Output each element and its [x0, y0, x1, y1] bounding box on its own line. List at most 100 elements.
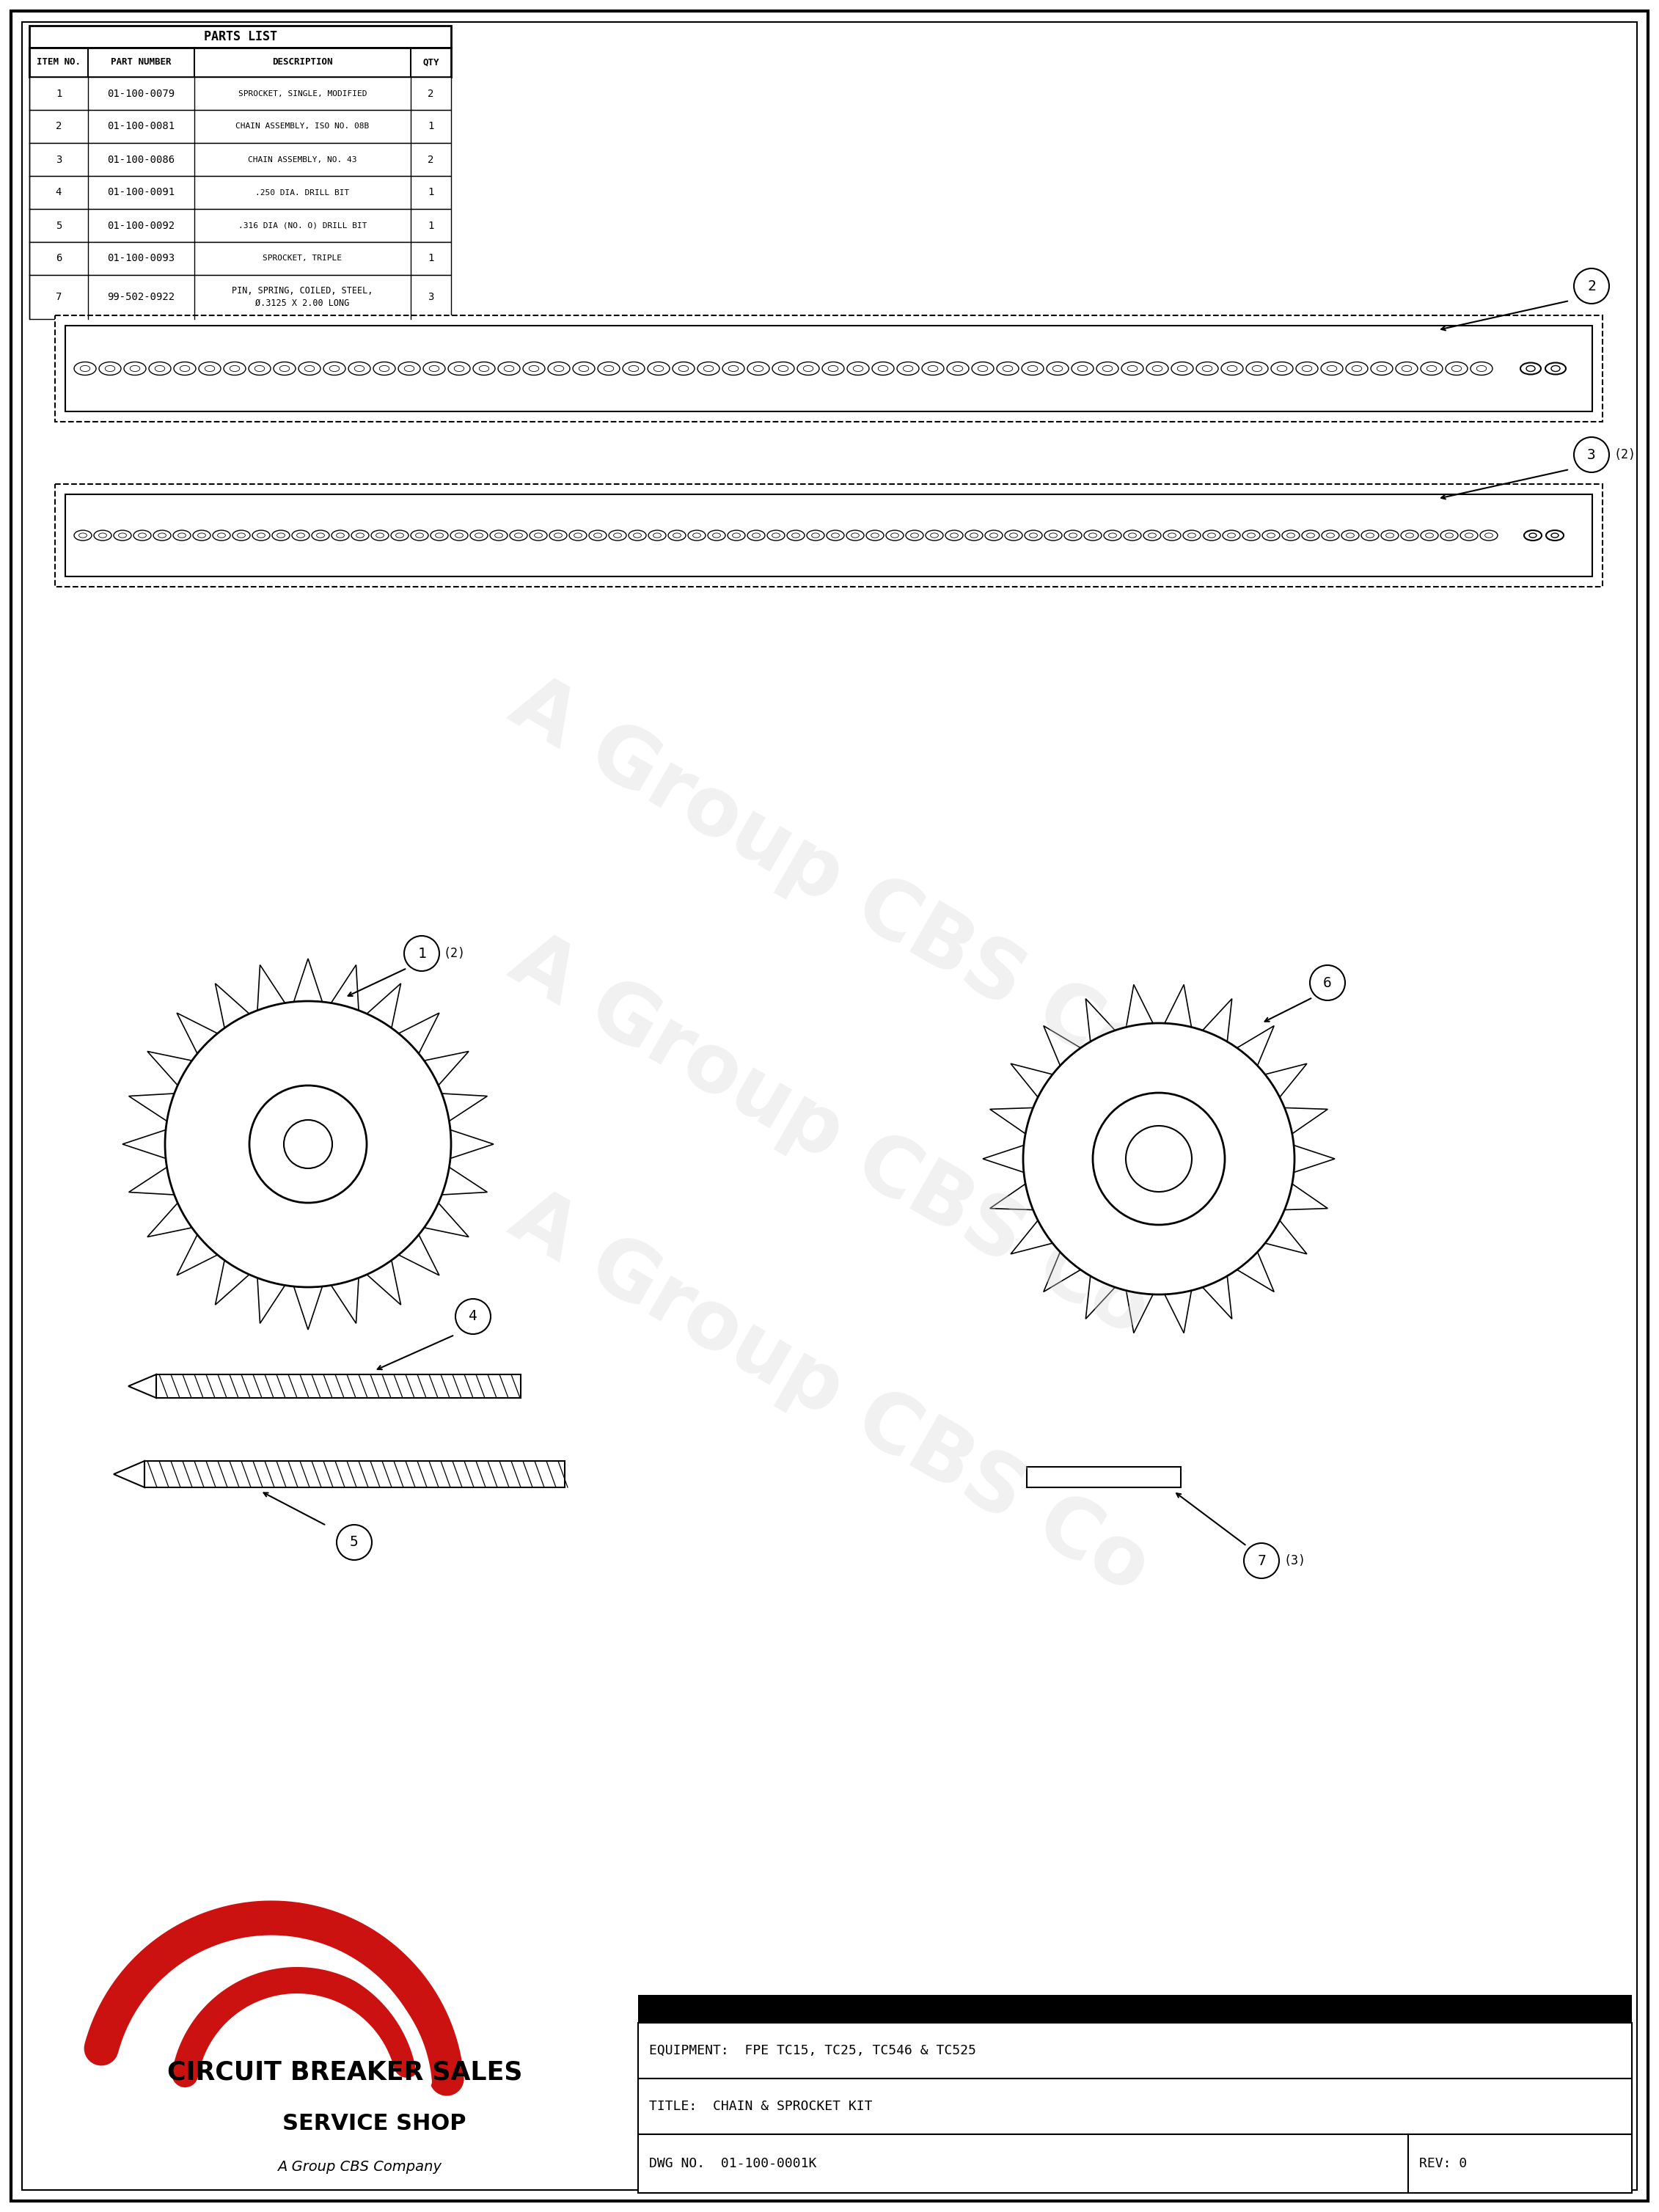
Polygon shape [1165, 984, 1191, 1026]
Ellipse shape [1277, 365, 1287, 372]
Ellipse shape [990, 533, 997, 538]
Text: PIN, SPRING, COILED, STEEL,: PIN, SPRING, COILED, STEEL, [232, 285, 373, 296]
Ellipse shape [1545, 363, 1566, 374]
Ellipse shape [669, 531, 685, 540]
Ellipse shape [1203, 365, 1213, 372]
Polygon shape [332, 964, 358, 1011]
Bar [30, 77, 451, 111]
Text: 5: 5 [56, 221, 61, 230]
Ellipse shape [397, 533, 403, 538]
Ellipse shape [372, 531, 388, 540]
Ellipse shape [946, 531, 962, 540]
Ellipse shape [1005, 531, 1022, 540]
Ellipse shape [589, 531, 607, 540]
Ellipse shape [179, 365, 189, 372]
Polygon shape [123, 1130, 166, 1159]
Ellipse shape [523, 363, 544, 376]
Polygon shape [367, 984, 401, 1029]
Ellipse shape [1345, 363, 1367, 376]
Polygon shape [1126, 1290, 1153, 1334]
Ellipse shape [173, 531, 191, 540]
Ellipse shape [1362, 531, 1379, 540]
Ellipse shape [232, 531, 251, 540]
Polygon shape [148, 1203, 192, 1237]
Ellipse shape [1097, 363, 1118, 376]
Text: 01-100-0092: 01-100-0092 [108, 221, 174, 230]
Ellipse shape [100, 533, 106, 538]
Ellipse shape [1377, 365, 1387, 372]
Polygon shape [425, 1203, 469, 1237]
Ellipse shape [1530, 533, 1536, 538]
Text: 2: 2 [428, 88, 435, 100]
Polygon shape [425, 1051, 469, 1086]
Ellipse shape [604, 365, 614, 372]
Text: CIRCUIT BREAKER SALES: CIRCUIT BREAKER SALES [168, 2059, 523, 2084]
Ellipse shape [609, 531, 627, 540]
Ellipse shape [594, 533, 602, 538]
Ellipse shape [688, 531, 705, 540]
Ellipse shape [549, 531, 567, 540]
Ellipse shape [469, 531, 488, 540]
Polygon shape [332, 1279, 358, 1323]
Polygon shape [1044, 1026, 1080, 1066]
Ellipse shape [1128, 365, 1138, 372]
Text: .250 DIA. DRILL BIT: .250 DIA. DRILL BIT [255, 188, 350, 197]
Polygon shape [216, 1261, 249, 1305]
Ellipse shape [1327, 365, 1337, 372]
Ellipse shape [1402, 365, 1412, 372]
Bar [65, 493, 1593, 577]
Text: 4: 4 [469, 1310, 478, 1323]
Ellipse shape [654, 533, 660, 538]
Ellipse shape [1370, 363, 1394, 376]
Bar [144, 1460, 564, 1486]
Text: 1: 1 [56, 88, 61, 100]
Ellipse shape [498, 363, 519, 376]
Text: SERVICE SHOP: SERVICE SHOP [282, 2112, 466, 2135]
Ellipse shape [377, 533, 383, 538]
Ellipse shape [853, 365, 863, 372]
Ellipse shape [1045, 531, 1062, 540]
Ellipse shape [732, 533, 740, 538]
Ellipse shape [1445, 533, 1453, 538]
Ellipse shape [534, 533, 542, 538]
Text: 7: 7 [1258, 1553, 1266, 1568]
Text: 1: 1 [428, 254, 435, 263]
Polygon shape [129, 1093, 174, 1121]
Polygon shape [1266, 1064, 1307, 1097]
Ellipse shape [305, 365, 315, 372]
Ellipse shape [1188, 533, 1196, 538]
Ellipse shape [1030, 533, 1037, 538]
Ellipse shape [514, 533, 523, 538]
Bar [30, 49, 451, 77]
Ellipse shape [1405, 533, 1413, 538]
Bar [65, 325, 1593, 411]
Ellipse shape [1302, 531, 1319, 540]
Polygon shape [1238, 1026, 1274, 1066]
Circle shape [456, 1298, 491, 1334]
Ellipse shape [1420, 531, 1438, 540]
Ellipse shape [1103, 365, 1113, 372]
Ellipse shape [154, 365, 164, 372]
Polygon shape [990, 1183, 1034, 1210]
Ellipse shape [798, 363, 820, 376]
Ellipse shape [352, 531, 368, 540]
Ellipse shape [752, 533, 760, 538]
Bar [639, 2079, 1632, 2135]
Ellipse shape [747, 531, 765, 540]
Bar [639, 1995, 1632, 2022]
Ellipse shape [886, 531, 904, 540]
Ellipse shape [257, 533, 265, 538]
Ellipse shape [272, 531, 290, 540]
Ellipse shape [826, 531, 844, 540]
Ellipse shape [952, 365, 962, 372]
Text: 01-100-0086: 01-100-0086 [108, 155, 174, 164]
Ellipse shape [851, 533, 859, 538]
Ellipse shape [1551, 533, 1558, 538]
Ellipse shape [614, 533, 622, 538]
Ellipse shape [791, 533, 800, 538]
Text: DESCRIPTION: DESCRIPTION [272, 58, 333, 66]
Ellipse shape [1546, 531, 1564, 540]
Text: 01-100-0081: 01-100-0081 [108, 122, 174, 133]
Polygon shape [1284, 1108, 1327, 1135]
Polygon shape [148, 1051, 192, 1086]
